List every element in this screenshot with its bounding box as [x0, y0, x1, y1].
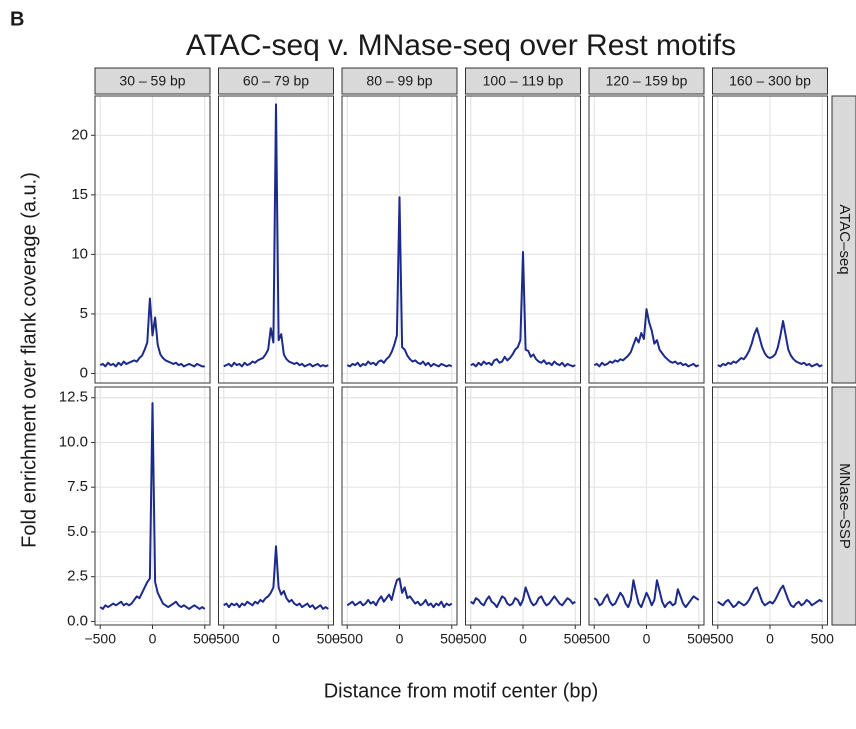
x-tick-label: −500: [702, 631, 734, 647]
facet-label: 80 – 99 bp: [366, 73, 432, 89]
x-tick-label: 500: [317, 631, 341, 647]
chart-title: ATAC-seq v. MNase-seq over Rest motifs: [186, 29, 736, 62]
x-tick-label: 0: [519, 631, 527, 647]
facet-label: 120 – 159 bp: [606, 73, 688, 89]
data-line: [717, 320, 823, 368]
y-tick-label: 12.5: [59, 389, 88, 406]
data-line: [346, 196, 453, 368]
facet-strip: [588, 67, 705, 95]
panel-border: [94, 95, 211, 384]
facet-label: 100 – 119 bp: [483, 73, 564, 89]
x-tick-label: −500: [84, 631, 116, 647]
x-tick-label: −500: [331, 631, 363, 647]
facet-strip: [94, 67, 211, 95]
panel-border: [588, 95, 705, 384]
y-tick-label: 10: [71, 245, 88, 262]
panel-border: [465, 95, 581, 384]
facet-strip: [218, 67, 334, 95]
x-tick-label: 500: [440, 631, 464, 647]
panel-border: [341, 95, 458, 384]
y-tick-label: 5: [80, 305, 88, 322]
panel-border: [218, 95, 334, 384]
y-tick-label: 2.5: [67, 568, 88, 585]
x-tick-label: 500: [687, 631, 711, 647]
facet-label: MNase–SSP: [836, 463, 853, 549]
facet-strip: [831, 386, 856, 626]
x-tick-label: 500: [193, 631, 217, 647]
y-axis-label: Fold enrichment over flank coverage (a.u…: [18, 172, 40, 548]
data-line: [593, 579, 700, 609]
panel-border: [712, 95, 828, 384]
y-tick-label: 5.0: [67, 523, 88, 540]
x-tick-label: 0: [149, 631, 157, 647]
data-line: [593, 308, 700, 368]
x-tick-label: 500: [564, 631, 588, 647]
y-tick-label: 0: [80, 364, 88, 381]
x-tick-label: −500: [455, 631, 487, 647]
x-tick-label: 500: [811, 631, 835, 647]
facet-strip: [831, 95, 856, 384]
data-line: [223, 545, 329, 610]
facet-label: 160 – 300 bp: [729, 73, 811, 89]
y-tick-label: 0.0: [67, 612, 88, 629]
facet-strip: [341, 67, 458, 95]
y-tick-label: 15: [71, 186, 88, 203]
facet-strip: [712, 67, 828, 95]
facet-label: 60 – 79 bp: [243, 73, 309, 89]
data-line: [99, 297, 205, 368]
data-line: [223, 103, 329, 368]
x-tick-label: −500: [208, 631, 240, 647]
data-line: [470, 586, 576, 609]
x-tick-label: 0: [766, 631, 774, 647]
x-tick-label: 0: [643, 631, 651, 647]
data-line: [346, 577, 453, 609]
y-tick-label: 20: [71, 126, 88, 143]
panel-tag: B: [10, 8, 24, 30]
x-tick-label: −500: [578, 631, 610, 647]
y-tick-label: 7.5: [67, 478, 88, 495]
x-tick-label: 0: [396, 631, 404, 647]
x-tick-label: 0: [272, 631, 280, 647]
facet-label: 30 – 59 bp: [119, 73, 185, 89]
data-line: [470, 251, 576, 368]
facet-label: ATAC–seq: [836, 204, 853, 274]
data-line: [717, 584, 823, 609]
y-tick-label: 10.0: [59, 433, 88, 450]
facet-strip: [465, 67, 581, 95]
data-line: [99, 402, 206, 610]
x-axis-label: Distance from motif center (bp): [324, 680, 599, 702]
